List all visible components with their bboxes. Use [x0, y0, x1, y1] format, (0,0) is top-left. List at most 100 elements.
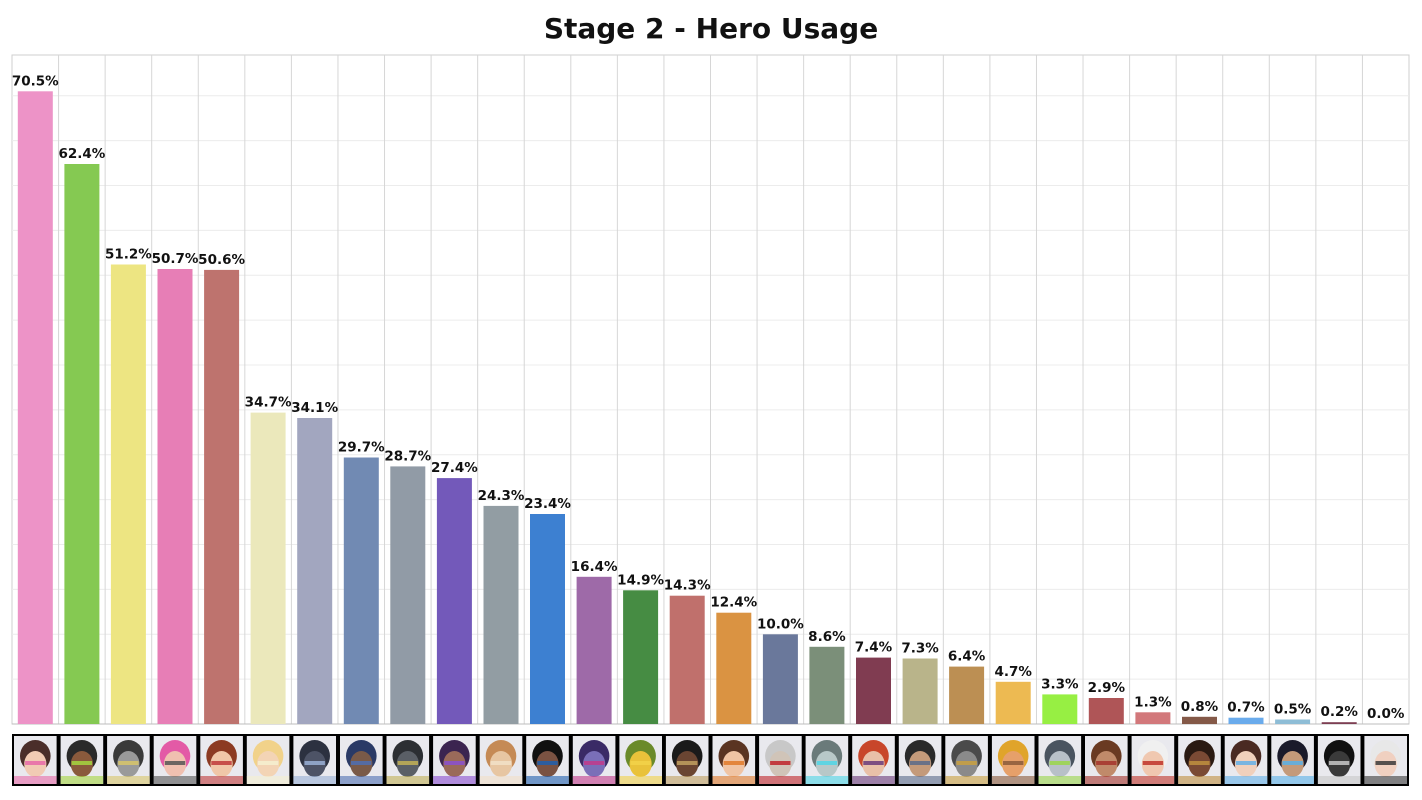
bar-25: Doomfist: 0.8%: [1182, 716, 1217, 724]
value-label-12: 16.4%: [571, 559, 618, 575]
bar-28: Reaper: 0.2%: [1321, 722, 1357, 724]
hero-portrait-27: Symmetra: [1271, 736, 1314, 784]
bar-24: Torbjörn: 1.3%: [1135, 712, 1171, 724]
portrait-collar: [433, 776, 476, 784]
hero-portrait-6: Winston: [293, 736, 336, 784]
bar-12: Widowmaker: 16.4%: [576, 576, 612, 724]
portrait-collar: [665, 776, 709, 784]
portrait-accent: [1282, 761, 1303, 765]
portrait-accent: [118, 761, 139, 765]
hero-portrait-2: Zenyatta: [107, 736, 150, 784]
portrait-collar: [1085, 776, 1128, 784]
portrait-collar: [246, 776, 290, 784]
value-label-1: 62.4%: [58, 146, 105, 162]
hero-portrait-20: Reinhardt: [945, 736, 988, 784]
portrait-collar: [945, 776, 988, 784]
hero-portrait-22: Genji: [1038, 736, 1082, 784]
portrait-accent: [1049, 761, 1070, 765]
bars: D.Va: 70.5% Lúcio: 62.4% Zenyatta: 51.2% Za…: [17, 91, 1357, 725]
portrait-collar: [991, 776, 1035, 784]
portrait-collar: [1317, 776, 1361, 784]
value-label-26: 0.7%: [1227, 700, 1265, 716]
portrait-accent: [351, 761, 372, 765]
portrait-collar: [572, 776, 616, 784]
hero-portrait-23: McCree: [1085, 736, 1128, 784]
hero-portrait-11: Pharah: [526, 736, 569, 784]
hero-portrait-21: Junkrat: [991, 736, 1035, 784]
portrait-accent: [164, 761, 186, 765]
portrait-collar: [712, 776, 756, 784]
value-label-25: 0.8%: [1181, 699, 1219, 715]
bar-22: Genji: 3.3%: [1042, 694, 1078, 724]
value-label-24: 1.3%: [1134, 694, 1172, 710]
bar-2: Zenyatta: 51.2%: [110, 264, 146, 724]
hero-portrait-16: Soldier: 76: [759, 736, 802, 784]
portrait-accent: [723, 761, 744, 765]
hero-portrait-28: Reaper: [1317, 736, 1361, 784]
portrait-collar: [805, 776, 849, 784]
portrait-collar: [1131, 776, 1175, 784]
bar-27: Symmetra: 0.5%: [1275, 719, 1311, 724]
portrait-accent: [1235, 761, 1257, 765]
portrait-accent: [1096, 761, 1117, 765]
value-label-23: 2.9%: [1088, 680, 1126, 696]
value-labels: 70.5% 62.4% 51.2% 50.7% 50.6% 34.7% 34.1% 29.7%…: [12, 73, 1405, 722]
grid-lines: [11, 54, 1410, 725]
portrait-accent: [677, 761, 698, 765]
bar-19: Hanzo: 7.3%: [902, 658, 938, 724]
hero-portrait-25: Doomfist: [1178, 736, 1221, 784]
portrait-accent: [397, 761, 418, 765]
hero-portrait-19: Hanzo: [898, 736, 942, 784]
value-label-16: 10.0%: [757, 616, 804, 632]
portrait-accent: [816, 761, 838, 765]
hero-portrait-18: Moira: [852, 736, 895, 784]
portrait-collar: [386, 776, 430, 784]
portrait-accent: [909, 761, 931, 765]
portrait-collar: [526, 776, 569, 784]
bar-11: Pharah: 23.4%: [530, 514, 565, 724]
portrait-accent: [1189, 761, 1210, 765]
portrait-accent: [71, 761, 92, 765]
bar-16: Soldier: 76: 10.0%: [762, 634, 798, 724]
hero-portrait-12: Widowmaker: [572, 736, 616, 784]
portrait-collar: [619, 776, 662, 784]
bar-21: Junkrat: 4.7%: [995, 681, 1031, 724]
hero-portrait-9: Sombra: [433, 736, 476, 784]
portrait-collar: [14, 776, 57, 784]
portrait-accent: [537, 761, 558, 765]
bar-20: Reinhardt: 6.4%: [949, 666, 985, 724]
chart-title: Stage 2 - Hero Usage: [543, 12, 879, 45]
portrait-accent: [490, 761, 512, 765]
portrait-collar: [200, 776, 243, 784]
hero-portrait-3: Zarya: [153, 736, 197, 784]
bar-10: Wrecking Ball: 24.3%: [483, 505, 519, 724]
bar-17: Bastion: 8.6%: [809, 646, 845, 724]
portrait-accent: [1003, 761, 1024, 765]
bar-4: Brigitte: 50.6%: [204, 269, 240, 724]
portrait-accent: [211, 761, 232, 765]
value-label-9: 27.4%: [431, 460, 478, 476]
value-label-7: 29.7%: [338, 440, 385, 456]
value-label-18: 7.4%: [855, 640, 893, 656]
value-label-15: 12.4%: [710, 595, 757, 611]
hero-portrait-26: Mei: [1224, 736, 1268, 784]
bar-14: Baptiste: 14.3%: [669, 595, 705, 724]
portrait-collar: [1224, 776, 1268, 784]
portrait-collar: [1038, 776, 1082, 784]
bar-18: Moira: 7.4%: [856, 657, 891, 724]
portrait-collar: [1178, 776, 1221, 784]
value-label-22: 3.3%: [1041, 676, 1079, 692]
portrait-accent: [1142, 761, 1164, 765]
portrait-accent: [770, 761, 791, 765]
bar-8: Orisa: 28.7%: [390, 466, 426, 724]
hero-portrait-29: Ashe: [1364, 736, 1407, 784]
value-label-0: 70.5%: [12, 73, 59, 89]
bar-1: Lúcio: 62.4%: [64, 164, 100, 724]
value-label-19: 7.3%: [901, 641, 939, 657]
bar-23: McCree: 2.9%: [1088, 698, 1124, 724]
portrait-collar: [107, 776, 150, 784]
hero-portraits: D.VaLúcioZenyattaZaryaBrigitteMercyWinst…: [12, 734, 1409, 786]
portrait-accent: [1375, 761, 1396, 765]
portrait-accent: [304, 761, 325, 765]
